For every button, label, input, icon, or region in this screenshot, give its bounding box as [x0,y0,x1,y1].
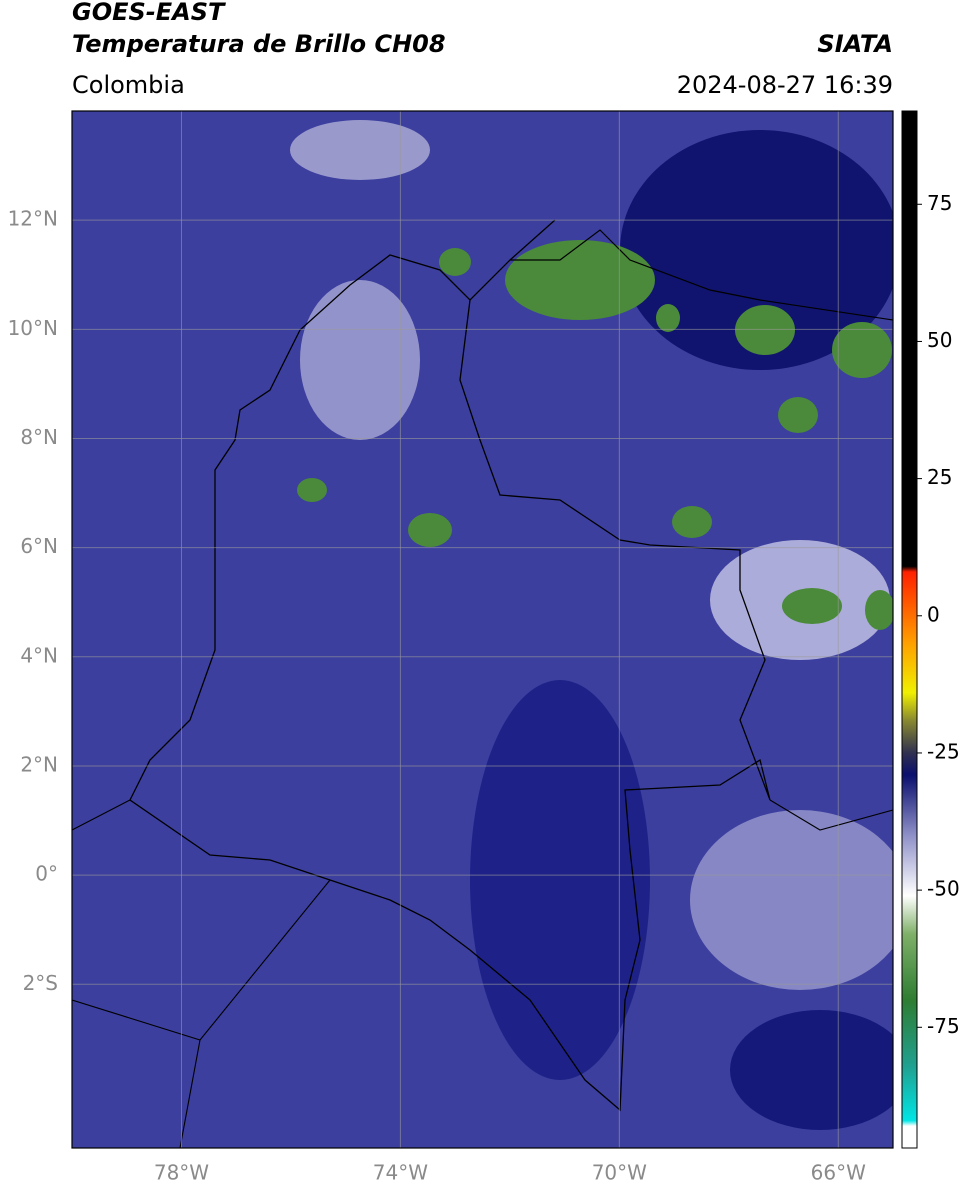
cloud-top [656,304,680,332]
colorbar-tick-label: -25 [927,739,960,763]
x-tick-label: 66°W [811,1161,866,1185]
y-tick-label: 2°S [23,971,58,995]
cloud-top [672,506,712,538]
colorbar [901,110,918,1149]
cloud-top [505,240,655,320]
cloud [290,120,430,180]
cloud [690,810,893,990]
cloud-top [439,248,471,276]
datetime: 2024-08-27 16:39 [677,71,893,99]
colorbar-tick-label: 0 [927,602,940,626]
cloud-top [832,322,892,378]
x-tick-label: 74°W [373,1161,428,1185]
y-tick-label: 6°N [20,534,58,558]
y-tick-label: 12°N [8,207,58,231]
y-tick-label: 4°N [20,643,58,667]
colorbar-tick-label: 75 [927,191,952,215]
cold-region [730,1010,893,1130]
y-tick-label: 2°N [20,752,58,776]
x-tick-label: 78°W [154,1161,209,1185]
cloud-top [297,478,327,502]
country-border [129,219,771,1112]
y-tick-label: 8°N [20,425,58,449]
coastline [510,229,893,321]
map-frame [71,110,894,1149]
y-tick-label: 10°N [8,316,58,340]
colorbar-tick-label: -75 [927,1014,960,1038]
cloud [300,280,420,440]
cloud-top [778,397,818,433]
colorbar-tick-label: 50 [927,328,952,352]
country-border [72,799,893,1148]
colorbar-tick-label: -50 [927,877,960,901]
map-image [72,111,893,1148]
source: SIATA [817,30,893,58]
cloud-top [735,305,795,355]
graticule [72,111,893,1148]
colorbar-tick-label: 25 [927,465,952,489]
subtitle: Temperatura de Brillo CH08 [72,30,446,58]
cloud-top [865,590,893,630]
x-tick-label: 70°W [592,1161,647,1185]
cloud-top [408,513,452,547]
cloud-top [782,588,842,624]
cold-region [470,680,650,1080]
title: GOES-EAST [72,0,226,26]
y-tick-label: 0° [35,862,58,886]
region: Colombia [72,71,185,99]
